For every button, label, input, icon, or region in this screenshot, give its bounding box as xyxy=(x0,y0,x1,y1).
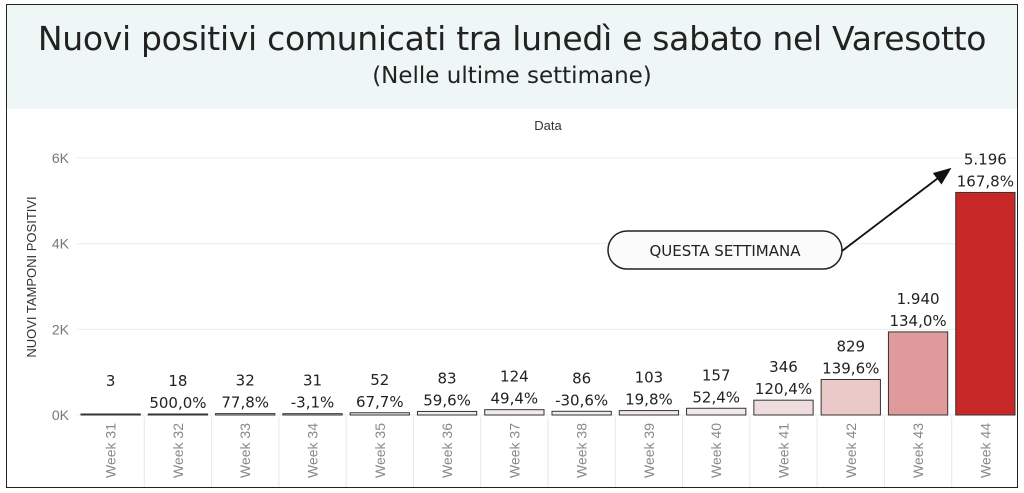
bar-week-33 xyxy=(215,413,276,416)
value-label: 83 xyxy=(438,369,457,387)
x-tick-label: Week 42 xyxy=(843,423,859,478)
annotation-arrow xyxy=(841,167,952,252)
bar-week-31 xyxy=(80,413,141,416)
pct-label: 49,4% xyxy=(491,390,539,408)
pct-label: 67,7% xyxy=(356,393,404,411)
x-tick-label: Week 31 xyxy=(103,423,119,478)
x-tick-label: Week 37 xyxy=(506,423,522,478)
value-label: 86 xyxy=(572,369,591,387)
bar-chart: Data NUOVI TAMPONI POSITIVI 0K 2K 4K 6K 3 Week … xyxy=(24,118,1017,487)
pct-label: 134,0% xyxy=(889,312,946,330)
value-label: 31 xyxy=(303,372,322,390)
bar-week-43 xyxy=(887,331,949,416)
bar-week-38 xyxy=(551,410,612,416)
x-tick-label: Week 41 xyxy=(776,423,792,478)
bar-week-35 xyxy=(349,412,410,416)
pct-label: 167,8% xyxy=(957,172,1014,190)
bar-week-36 xyxy=(416,410,478,416)
value-label: 3 xyxy=(106,372,116,390)
bar-week-37 xyxy=(484,409,545,416)
bar-week-40 xyxy=(686,407,747,416)
bar-week-42 xyxy=(820,378,881,416)
pct-label: -3,1% xyxy=(291,394,335,412)
value-label: 157 xyxy=(702,366,731,384)
y-tick-label: 6K xyxy=(52,150,70,166)
pct-label: 120,4% xyxy=(755,380,812,398)
x-tick-label: Week 40 xyxy=(708,423,724,478)
pct-label: 139,6% xyxy=(822,359,879,377)
y-tick-label: 0K xyxy=(52,407,70,423)
value-label: 346 xyxy=(769,358,798,376)
pct-label: 19,8% xyxy=(625,391,673,409)
pct-label: 500,0% xyxy=(149,394,206,412)
x-tick-label: Week 32 xyxy=(170,423,186,478)
x-tick-label: Week 35 xyxy=(372,423,388,478)
value-label: 5.196 xyxy=(964,150,1007,168)
bar-week-41 xyxy=(753,399,814,416)
value-label: 32 xyxy=(236,372,255,390)
pct-label: -30,6% xyxy=(555,391,608,409)
y-axis-title: NUOVI TAMPONI POSITIVI xyxy=(24,196,39,357)
value-label: 103 xyxy=(635,369,664,387)
value-label: 52 xyxy=(370,371,389,389)
chart-frame: Nuovi positivi comunicati tra lunedì e s… xyxy=(6,4,1018,488)
x-tick-label: Week 43 xyxy=(910,423,926,478)
pct-label: 77,8% xyxy=(221,394,269,412)
bar-week-32 xyxy=(147,413,209,416)
chart-header: Nuovi positivi comunicati tra lunedì e s… xyxy=(7,5,1017,109)
value-label: 829 xyxy=(836,337,865,355)
bar-week-34 xyxy=(282,413,343,416)
annotation-label: QUESTA SETTIMANA xyxy=(650,242,802,260)
chart-subtitle: (Nelle ultime settimane) xyxy=(372,63,652,89)
value-label: 124 xyxy=(500,368,529,386)
y-tick-label: 4K xyxy=(52,236,70,252)
value-label: 18 xyxy=(168,372,187,390)
x-tick-label: Week 36 xyxy=(439,423,455,478)
x-tick-label: Week 44 xyxy=(977,423,993,478)
bar-week-39 xyxy=(618,410,680,416)
bar-week-44 xyxy=(955,191,1016,416)
x-tick-label: Week 38 xyxy=(574,423,590,478)
y-tick-label: 2K xyxy=(52,321,70,337)
x-tick-label: Week 33 xyxy=(237,423,253,478)
column-header: Data xyxy=(534,118,562,133)
value-label: 1.940 xyxy=(897,290,940,308)
chart-title: Nuovi positivi comunicati tra lunedì e s… xyxy=(37,19,987,58)
pct-label: 59,6% xyxy=(423,391,471,409)
x-tick-label: Week 34 xyxy=(305,423,321,478)
pct-label: 52,4% xyxy=(692,388,740,406)
x-tick-label: Week 39 xyxy=(641,423,657,478)
